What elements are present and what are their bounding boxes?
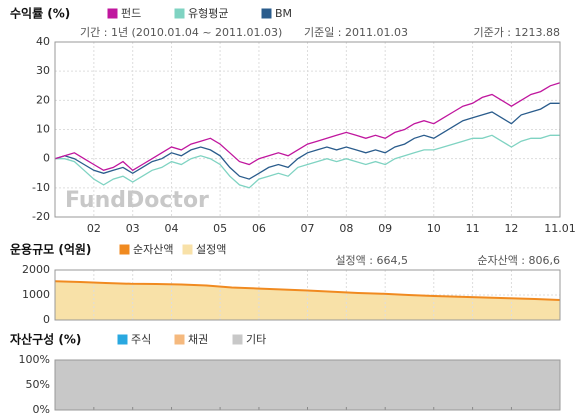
legend-label: 유형평균 (188, 7, 228, 20)
series-line (54, 280, 561, 301)
y-tick-label: 2000 (22, 263, 50, 276)
y-tick-label: -20 (32, 210, 50, 223)
legend-swatch (174, 8, 185, 19)
y-tick-label: 0 (43, 313, 50, 326)
x-tick-label: 09 (378, 222, 392, 235)
series-line (55, 134, 560, 189)
legend-swatch (119, 244, 130, 255)
series-line (54, 102, 560, 180)
y-tick-label: 20 (36, 93, 50, 106)
legend-label: 채권 (188, 333, 208, 346)
y-tick-label: 30 (36, 64, 50, 77)
x-tick-label: 11 (466, 222, 480, 235)
y-tick-label: 40 (36, 35, 50, 48)
legend-label: 펀드 (121, 7, 141, 20)
x-tick-label: 06 (252, 222, 266, 235)
chart-title: 자산구성 (%) (10, 332, 81, 347)
y-tick-label: 10 (36, 123, 50, 136)
legend-label: 설정액 (196, 243, 226, 256)
y-tick-label: 100% (19, 353, 50, 366)
x-tick-label: 03 (126, 222, 140, 235)
y-tick-label: 1000 (22, 288, 50, 301)
x-tick-label: 07 (301, 222, 315, 235)
y-tick-label: 50% (26, 378, 50, 391)
info-text: 설정액 : 664,5 (335, 254, 408, 267)
plot-frame (54, 41, 561, 218)
y-tick-label: 0% (33, 403, 50, 416)
x-tick-label: 08 (339, 222, 353, 235)
watermark: FundDoctor (65, 188, 209, 213)
series-area (55, 360, 560, 410)
x-tick-label: 12 (504, 222, 518, 235)
x-tick-label: 10 (427, 222, 441, 235)
legend-swatch (117, 334, 128, 345)
info-text: 기준가 : 1213.88 (473, 26, 560, 39)
legend-swatch (232, 334, 243, 345)
y-tick-label: 0 (43, 152, 50, 165)
plot-frame (54, 359, 561, 411)
x-tick-label: 11.01 (544, 222, 576, 235)
x-tick-label: 04 (165, 222, 179, 235)
chart-title: 수익률 (%) (10, 7, 70, 21)
legend-label: 기타 (246, 333, 266, 346)
info-text: 기간 : 1년 (2010.01.04 ~ 2011.01.03) (80, 26, 282, 39)
series-line (54, 82, 561, 172)
legend-label: 순자산액 (133, 243, 173, 256)
legend-swatch (261, 8, 272, 19)
x-tick-label: 05 (213, 222, 227, 235)
y-tick-label: -10 (32, 181, 50, 194)
legend-swatch (174, 334, 185, 345)
legend-label: 주식 (131, 333, 151, 346)
legend-swatch (107, 8, 118, 19)
plot-frame (54, 269, 561, 321)
info-text: 순자산액 : 806,6 (477, 254, 560, 267)
legend-label: BM (275, 7, 292, 20)
x-tick-label: 02 (87, 222, 101, 235)
chart-title: 운용규모 (억원) (10, 242, 91, 257)
info-text: 기준일 : 2011.01.03 (304, 25, 408, 39)
legend-swatch (182, 244, 193, 255)
